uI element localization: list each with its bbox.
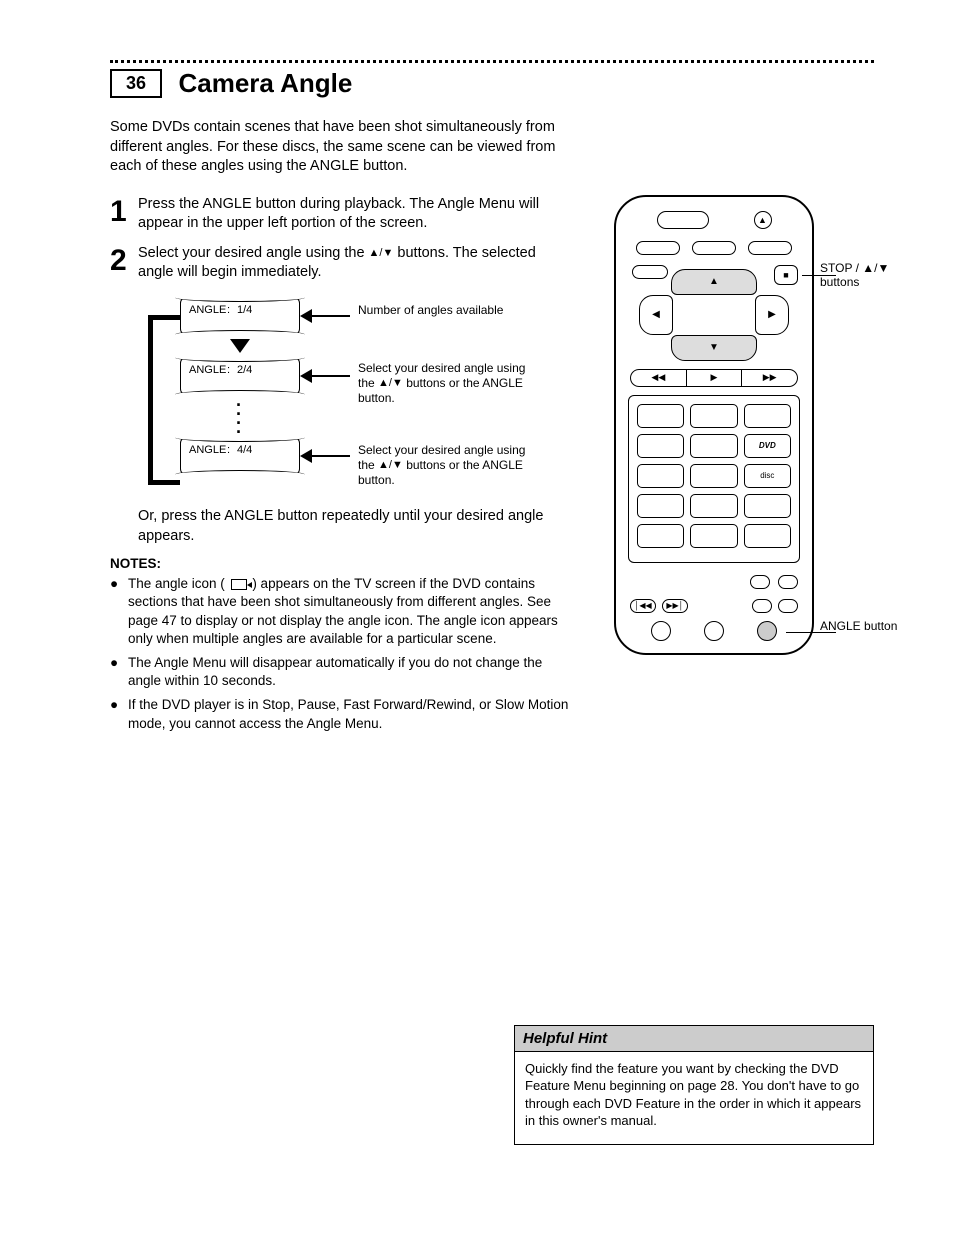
num-12: [744, 494, 791, 518]
dotted-divider: [110, 60, 874, 63]
step-2-text-a: Select your desired angle using the: [138, 245, 369, 261]
remote-top-pill: [657, 211, 709, 229]
num-13: [637, 524, 684, 548]
bottom-circle-2: [704, 621, 724, 641]
num-11: [690, 494, 737, 518]
arrow-3: [310, 455, 350, 457]
remote-diagram: ▲ ■ ▲ ▼ ◀ ▶ ◀◀ ▶ ▶▶: [614, 195, 814, 655]
play-button: ▶: [687, 370, 743, 386]
page-title: Camera Angle: [178, 69, 352, 98]
eject-button: ▲: [754, 211, 772, 229]
return-arrow: [148, 315, 180, 485]
num-9: disc: [744, 464, 791, 488]
note-2: ● The Angle Menu will disappear automati…: [110, 654, 574, 690]
angle-box-2-value: 2/4: [237, 364, 252, 376]
remote-pill-2: [692, 241, 736, 255]
angle-box-2: ANGLE : 2/4: [180, 357, 300, 395]
dpad-up: ▲: [671, 269, 757, 295]
num-15: [744, 524, 791, 548]
remote-pill-1: [636, 241, 680, 255]
helpful-hint-box: Helpful Hint Quickly find the feature yo…: [514, 1025, 874, 1145]
note-1: ● The angle icon ( ) appears on the TV s…: [110, 575, 574, 648]
header-row: 36 Camera Angle: [110, 69, 874, 98]
num-6: DVD: [744, 434, 791, 458]
numpad-frame: DVD disc: [628, 395, 800, 563]
angle-box-3: ANGLE : 4/4: [180, 437, 300, 475]
camera-icon: [231, 579, 247, 590]
angle-box-1-value: 1/4: [237, 304, 252, 316]
step-2-text: Select your desired angle using the ▲/▼ …: [138, 244, 574, 283]
dpad-down: ▼: [671, 335, 757, 361]
num-7: [637, 464, 684, 488]
dpad-right: ▶: [755, 295, 789, 335]
ffwd-button: ▶▶: [742, 370, 797, 386]
arrow-1: [310, 315, 350, 317]
down-triangle-1: [230, 339, 250, 353]
annotation-2: Select your desired angle using the ▲/▼ …: [358, 361, 538, 406]
vertical-dots: ····: [236, 401, 242, 437]
num-4: [637, 434, 684, 458]
note-3: ● If the DVD player is in Stop, Pause, F…: [110, 696, 574, 732]
step-2: 2 Select your desired angle using the ▲/…: [110, 244, 574, 283]
next-button: ▶▶│: [662, 599, 688, 613]
prev-button: │◀◀: [630, 599, 656, 613]
page-number: 36: [110, 69, 162, 98]
mini-pill-2: [778, 575, 798, 589]
num-3: [744, 404, 791, 428]
mini-pill-1: [750, 575, 770, 589]
rewind-button: ◀◀: [631, 370, 687, 386]
angle-diagram: ANGLE : 1/4 ANGLE : 2/4 ···· ANGLE : 4/4…: [140, 297, 540, 497]
angle-box-1: ANGLE : 1/4: [180, 297, 300, 335]
step-1: 1 Press the ANGLE button during playback…: [110, 195, 574, 234]
num-1: [637, 404, 684, 428]
step-2-number: 2: [110, 244, 138, 278]
notes-list: ● The angle icon ( ) appears on the TV s…: [110, 575, 574, 733]
num-14: [690, 524, 737, 548]
arrow-2: [310, 375, 350, 377]
helpful-hint-body: Quickly find the feature you want by che…: [515, 1052, 873, 1144]
num-2: [690, 404, 737, 428]
num-5: [690, 434, 737, 458]
annotation-3: Select your desired angle using the ▲/▼ …: [358, 443, 538, 488]
mini-pill-3: [752, 599, 772, 613]
num-10: [637, 494, 684, 518]
angle-box-3-value: 4/4: [237, 444, 252, 456]
remote-pill-3: [748, 241, 792, 255]
notes-heading: NOTES:: [110, 556, 574, 571]
step-1-number: 1: [110, 195, 138, 229]
dpad: ▲ ▼ ◀ ▶: [639, 269, 789, 361]
playbar: ◀◀ ▶ ▶▶: [630, 369, 798, 387]
annotation-1: Number of angles available: [358, 303, 538, 318]
helpful-hint-heading: Helpful Hint: [515, 1026, 873, 1052]
intro-paragraph: Some DVDs contain scenes that have been …: [110, 118, 584, 177]
num-8: [690, 464, 737, 488]
step-1-text: Press the ANGLE button during playback. …: [138, 195, 574, 234]
label-angle: ANGLE button: [820, 619, 910, 633]
mini-pill-4: [778, 599, 798, 613]
dpad-left: ◀: [639, 295, 673, 335]
label-stop-arrows: STOP / ▲/▼ buttons: [820, 261, 910, 289]
step-2-or: Or, press the ANGLE button repeatedly un…: [138, 507, 574, 546]
updown-icon: ▲/▼: [369, 246, 394, 261]
bottom-circle-1: [651, 621, 671, 641]
angle-button: [757, 621, 777, 641]
